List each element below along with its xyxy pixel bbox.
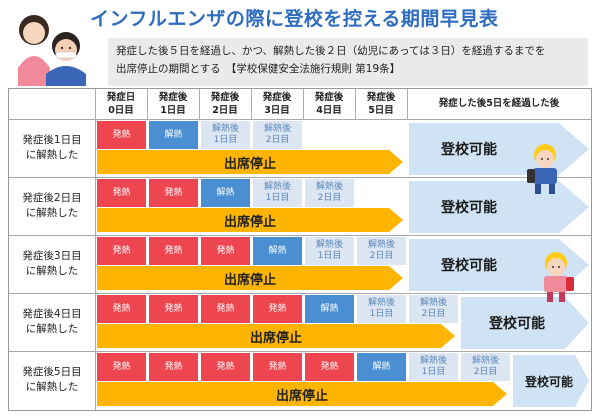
cell-onset: 発熱 bbox=[97, 295, 146, 323]
header-day-3: 発症後 3日目 bbox=[262, 92, 292, 116]
cell-fever-down: 解熱 bbox=[305, 295, 354, 323]
stop-bar-row-4: 出席停止 bbox=[97, 324, 455, 348]
row-label-3: 発症後3日目 に解熱した bbox=[22, 250, 82, 277]
rule-line-2: 出席停止の期間とする 【学校保健安全法施行規則 第19条】 bbox=[116, 63, 401, 75]
header-day-0: 発症日 0日目 bbox=[106, 92, 136, 116]
cell-fever-down: 解熱 bbox=[253, 237, 302, 265]
stop-label: 出席停止 bbox=[223, 156, 276, 172]
header-after-day-5: 発症した後5日を経過した後 bbox=[438, 98, 560, 109]
cell-onset: 発熱 bbox=[201, 295, 250, 323]
stop-bar-row-3: 出席停止 bbox=[97, 266, 403, 290]
stop-bar-row-5: 出席停止 bbox=[97, 382, 507, 406]
cell-after-fever-day1: 解熱後 1日目 bbox=[409, 353, 458, 381]
attendance-schedule-table: 発症日 0日目 発症後 1日目 発症後 2日目 発症後 3日目 発症後 4日目 発症後 5日… bbox=[8, 88, 592, 411]
cell-after-fever-day1: 解熱後 1日目 bbox=[201, 121, 250, 149]
cell-after-fever-day2: 解熱後 2日目 bbox=[305, 179, 354, 207]
cell-after-fever-day2: 解熱後 2日目 bbox=[357, 237, 406, 265]
row-label-1: 発症後1日目 に解熱した bbox=[22, 134, 82, 161]
cell-onset: 発熱 bbox=[97, 179, 146, 207]
cell-after-fever-day1: 解熱後 1日目 bbox=[253, 179, 302, 207]
row-label-5: 発症後5日目 に解熱した bbox=[22, 366, 82, 393]
ok-label: 登校可能 bbox=[441, 142, 497, 158]
stop-label: 出席停止 bbox=[223, 214, 276, 230]
ok-label: 登校可能 bbox=[441, 258, 497, 274]
cell-after-fever-day1: 解熱後 1日目 bbox=[305, 237, 354, 265]
cell-onset: 発熱 bbox=[253, 295, 302, 323]
cell-onset: 発熱 bbox=[97, 121, 146, 149]
ok-arrow-row-2: 登校可能 bbox=[409, 181, 591, 233]
cell-after-fever-day2: 解熱後 2日目 bbox=[253, 121, 302, 149]
cell-fever-down: 解熱 bbox=[149, 121, 198, 149]
page-title: インフルエンザの際に登校を控える期間早見表 bbox=[90, 8, 499, 30]
row-label-2: 発症後2日目 に解熱した bbox=[22, 192, 82, 219]
rule-line-1: 発症した後５日を経過し、かつ、解熱した後２日（幼児にあっては３日）を経過するまで… bbox=[116, 45, 546, 57]
cell-onset: 発熱 bbox=[149, 295, 198, 323]
cell-after-fever-day2: 解熱後 2日目 bbox=[461, 353, 510, 381]
stop-label: 出席停止 bbox=[249, 330, 302, 346]
header-day-1: 発症後 1日目 bbox=[158, 92, 188, 116]
stop-label: 出席停止 bbox=[275, 388, 328, 404]
cell-onset: 発熱 bbox=[149, 237, 198, 265]
mother-and-sick-child-illustration bbox=[18, 15, 86, 86]
ok-label: 登校可能 bbox=[524, 374, 573, 389]
cell-fever-down: 解熱 bbox=[201, 179, 250, 207]
ok-label: 登校可能 bbox=[489, 316, 545, 332]
header-day-4: 発症後 4日目 bbox=[314, 92, 344, 116]
cell-onset: 発熱 bbox=[305, 353, 354, 381]
ok-arrow-row-5: 登校可能 bbox=[513, 355, 591, 407]
ok-arrow-row-3: 登校可能 bbox=[409, 239, 591, 291]
girl-with-backpack-illustration bbox=[544, 252, 574, 302]
header-day-5: 発症後 5日目 bbox=[366, 92, 396, 116]
cell-onset: 発熱 bbox=[97, 237, 146, 265]
rule-description: 発症した後５日を経過し、かつ、解熱した後２日（幼児にあっては３日）を経過するまで… bbox=[108, 38, 588, 86]
header-day-2: 発症後 2日目 bbox=[210, 92, 240, 116]
row-label-4: 発症後4日目 に解熱した bbox=[22, 308, 82, 335]
ok-arrow-row-4: 登校可能 bbox=[461, 297, 591, 349]
cell-fever-down: 解熱 bbox=[357, 353, 406, 381]
boy-with-backpack-illustration bbox=[527, 144, 557, 194]
cell-onset: 発熱 bbox=[149, 353, 198, 381]
cell-after-fever-day2: 解熱後 2日目 bbox=[409, 295, 458, 323]
cell-onset: 発熱 bbox=[201, 237, 250, 265]
stop-bar-row-1: 出席停止 bbox=[97, 150, 403, 174]
cell-onset: 発熱 bbox=[253, 353, 302, 381]
cell-onset: 発熱 bbox=[97, 353, 146, 381]
ok-label: 登校可能 bbox=[441, 200, 497, 216]
cell-onset: 発熱 bbox=[201, 353, 250, 381]
stop-label: 出席停止 bbox=[223, 272, 276, 288]
cell-after-fever-day1: 解熱後 1日目 bbox=[357, 295, 406, 323]
cell-onset: 発熱 bbox=[149, 179, 198, 207]
stop-bar-row-2: 出席停止 bbox=[97, 208, 403, 232]
